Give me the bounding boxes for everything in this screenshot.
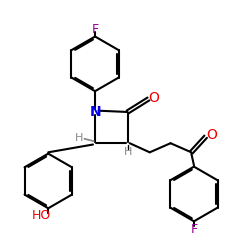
Text: N: N <box>89 105 101 119</box>
Text: H: H <box>124 146 132 156</box>
Text: F: F <box>190 222 198 235</box>
Text: F: F <box>92 23 99 36</box>
Text: H: H <box>75 133 84 143</box>
Text: HO: HO <box>32 209 51 222</box>
Text: O: O <box>148 91 159 105</box>
Text: O: O <box>206 128 217 142</box>
